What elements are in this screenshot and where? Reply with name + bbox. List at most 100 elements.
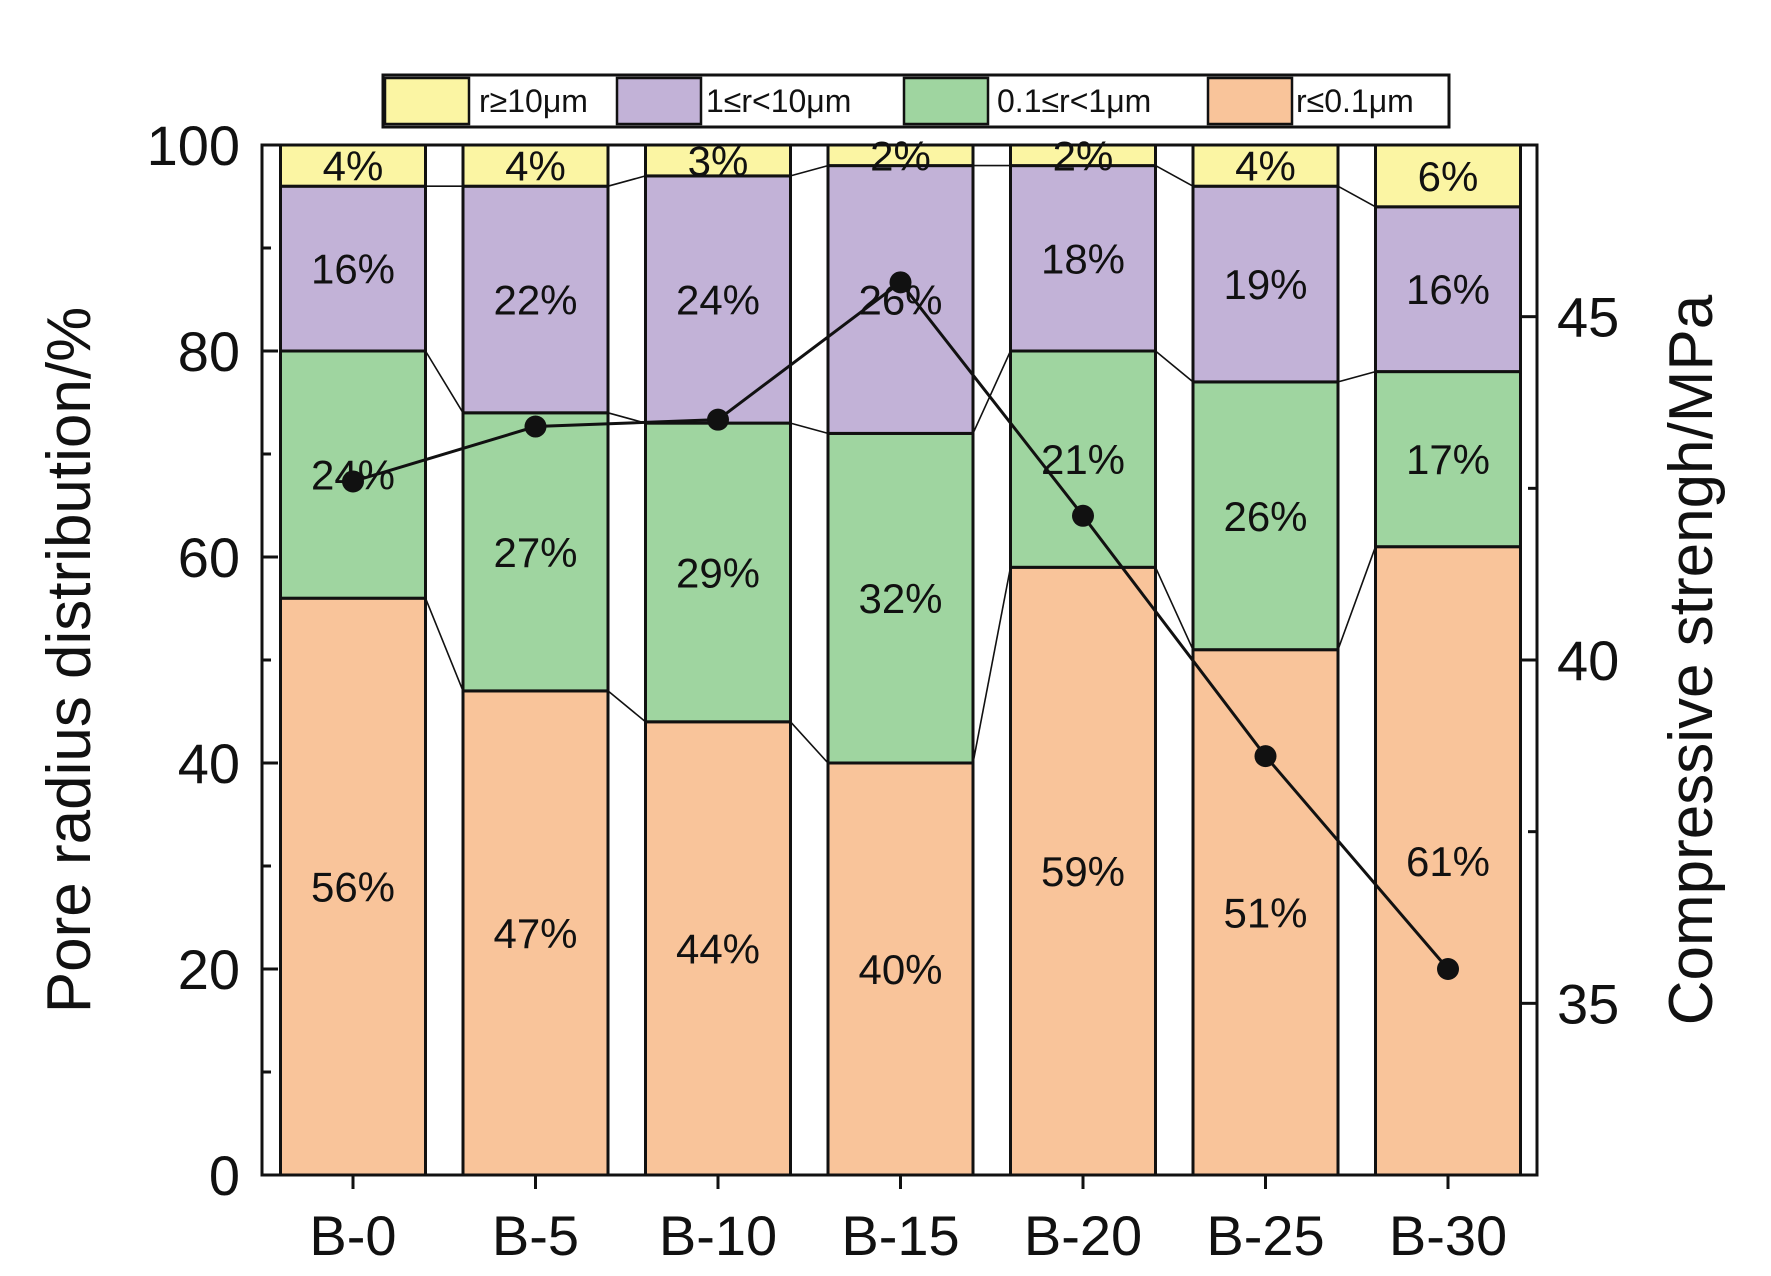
segment-label: 4% [323, 143, 384, 190]
bar-segment [461, 411, 610, 693]
bar-segment [644, 421, 792, 724]
segment-label: 2% [1053, 132, 1114, 179]
segment-label: 32% [858, 575, 942, 622]
y-right-title: Compressive strengh/MPa [1657, 294, 1726, 1025]
segment-label: 26% [1223, 493, 1307, 540]
connector-line [607, 690, 647, 723]
bar-segment [826, 164, 975, 435]
segment-label: 59% [1041, 848, 1125, 895]
connector-line [1337, 546, 1377, 650]
bar-segment [644, 143, 792, 178]
legend-swatch [615, 76, 703, 126]
segment-label: 16% [311, 246, 395, 293]
legend-label: 0.1≤r<1μm [997, 83, 1151, 119]
segment-label: 4% [1235, 143, 1296, 190]
x-tick-label: B-15 [841, 1204, 959, 1267]
connector-line [424, 597, 464, 692]
bars [279, 143, 1522, 1177]
segment-label: 18% [1041, 235, 1125, 282]
segment-label: 16% [1406, 266, 1490, 313]
x-tick-label: B-30 [1389, 1204, 1507, 1267]
segment-label: 61% [1406, 838, 1490, 885]
connector-line [1337, 370, 1376, 383]
strength-point [524, 415, 547, 438]
connector-line [972, 350, 1012, 434]
segment-label: 40% [858, 946, 942, 993]
bar-segment [461, 689, 610, 1177]
segment-label: 19% [1223, 261, 1307, 308]
connector-line [607, 175, 646, 187]
bar-segment [1191, 380, 1340, 652]
bar-segment [279, 184, 427, 353]
legend-swatch [902, 76, 990, 126]
bar-segment [1374, 370, 1522, 549]
strength-line [342, 271, 1459, 980]
segment-labels: 56%24%16%4%47%27%22%4%44%29%24%3%40%32%2… [311, 132, 1490, 993]
segment-label: 4% [505, 143, 566, 190]
x-tick-label: B-5 [492, 1204, 579, 1267]
legend-swatch [383, 76, 471, 126]
strength-point [1437, 958, 1459, 980]
connector-line [972, 567, 1012, 764]
segment-label: 56% [311, 864, 395, 911]
left-tick-label: 80 [178, 320, 240, 383]
segment-label: 17% [1406, 436, 1490, 483]
left-tick-label: 20 [178, 938, 240, 1001]
y-left-title: Pore radius distribution/% [35, 307, 104, 1013]
right-tick-label: 45 [1557, 286, 1619, 349]
legend-swatch [1206, 76, 1294, 126]
connector-line [1155, 164, 1194, 187]
bar-segment [1009, 164, 1157, 353]
right-tick-label: 40 [1557, 629, 1619, 692]
bar-segment [279, 596, 427, 1177]
bar-segment [461, 143, 610, 188]
bar-segment [1374, 205, 1522, 374]
left-tick-label: 60 [178, 526, 240, 589]
connector-line [790, 164, 829, 177]
strength-point [889, 271, 912, 294]
segment-label: 2% [870, 132, 931, 179]
connector-line [1154, 566, 1194, 651]
connectors [424, 164, 1377, 764]
segment-label: 51% [1223, 889, 1307, 936]
bar-segment [1009, 565, 1157, 1177]
bar-segment [1009, 349, 1157, 569]
connector-line [1154, 350, 1194, 383]
bar-segment [826, 431, 975, 765]
strength-point [1254, 745, 1277, 768]
right-axis: 35 40 45 [1521, 143, 1619, 1035]
legend-label: r≤0.1μm [1296, 83, 1414, 119]
segment-label: 24% [676, 277, 760, 324]
segment-label: 29% [676, 549, 760, 596]
x-tick-label: B-0 [309, 1204, 396, 1267]
segment-label: 22% [493, 277, 577, 324]
right-tick-label: 35 [1557, 972, 1619, 1035]
segment-label: 6% [1418, 153, 1479, 200]
connector-line [1337, 185, 1376, 208]
x-tick-label: B-25 [1206, 1204, 1324, 1267]
legend: r≥10μm 1≤r<10μm 0.1≤r<1μm r≤0.1μm [381, 73, 1451, 129]
strength-point [1072, 504, 1094, 527]
x-axis: B-0 B-5 B-10 B-15 B-20 B-25 B-30 [309, 1175, 1507, 1267]
bar-segment [1191, 143, 1340, 188]
bar-segment [461, 184, 610, 415]
connector-line [424, 350, 464, 414]
legend-label: r≥10μm [479, 83, 588, 119]
strength-point [707, 408, 729, 431]
segment-label: 47% [493, 910, 577, 957]
connector-line [789, 721, 829, 764]
left-tick-label: 0 [209, 1144, 240, 1207]
segment-label: 44% [676, 925, 760, 972]
bar-segment [644, 720, 792, 1177]
left-tick-label: 40 [178, 732, 240, 795]
segment-label: 27% [493, 529, 577, 576]
left-axis: 0 20 40 60 80 100 [147, 114, 278, 1207]
strength-point [342, 470, 364, 493]
legend-label: 1≤r<10μm [706, 83, 851, 119]
x-tick-label: B-20 [1024, 1204, 1142, 1267]
bar-segment [1191, 184, 1340, 384]
left-tick-label: 100 [147, 114, 240, 177]
connector-line [790, 422, 829, 435]
x-tick-label: B-10 [659, 1204, 777, 1267]
